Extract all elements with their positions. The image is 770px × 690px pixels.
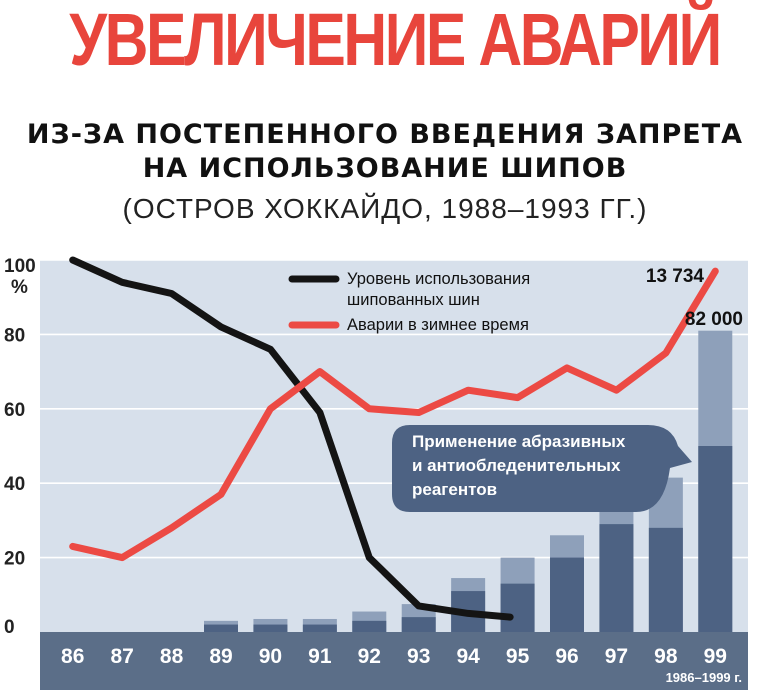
callout-line-3: реагентов — [412, 480, 497, 499]
chart-subtitle-line-1: ИЗ-ЗА ПОСТЕПЕННОГО ВВЕДЕНИЯ ЗАПРЕТА — [26, 119, 744, 150]
x-tick-label: 90 — [259, 645, 282, 668]
y-axis-unit: % — [11, 277, 28, 298]
y-tick-label: 80 — [4, 325, 25, 346]
x-tick-label: 86 — [61, 645, 84, 668]
bar-dark-90 — [253, 624, 288, 632]
x-tick-label: 94 — [456, 645, 480, 668]
x-tick-label: 92 — [358, 645, 381, 668]
y-tick-label: 20 — [4, 549, 25, 570]
chart-subtitle-line-3: (ОСТРОВ ХОККАЙДО, 1988–1993 ГГ.) — [122, 193, 648, 224]
callout-reagents: Применение абразивных и антиобледенитель… — [392, 425, 692, 512]
x-tick-label: 99 — [704, 645, 727, 668]
bar-dark-97 — [599, 524, 634, 632]
x-tick-label: 96 — [555, 645, 578, 668]
data-label-accidents-99: 13 734 — [646, 266, 705, 287]
x-tick-label: 97 — [605, 645, 628, 668]
x-tick-label: 87 — [110, 645, 133, 668]
x-tick-label: 88 — [160, 645, 184, 668]
legend-label-studded-line-1: Уровень использования — [347, 270, 530, 288]
legend-label-accidents: Аварии в зимнее время — [347, 316, 529, 334]
callout-line-1: Применение абразивных — [412, 432, 626, 451]
x-axis-band — [40, 632, 748, 690]
bar-dark-92 — [352, 620, 387, 632]
legend: Уровень использования шипованных шин Ава… — [288, 270, 530, 334]
line-studded-tires — [69, 256, 514, 621]
bar-dark-99 — [698, 446, 733, 632]
line-winter-accidents — [69, 267, 719, 562]
callout-line-2: и антиобледенительных — [412, 456, 621, 475]
x-tick-label: 98 — [654, 645, 678, 668]
x-tick-label: 93 — [407, 645, 430, 668]
bar-dark-93 — [401, 617, 436, 632]
x-tick-label: 89 — [209, 645, 232, 668]
y-tick-label: 100 — [4, 256, 36, 277]
bar-dark-98 — [648, 527, 683, 632]
y-tick-label: 60 — [4, 400, 25, 421]
legend-label-studded-line-2: шипованных шин — [347, 291, 480, 309]
x-tick-label: 95 — [506, 645, 530, 668]
data-label-bar-99: 82 000 — [685, 309, 743, 330]
x-tick-label: 91 — [308, 645, 332, 668]
bar-dark-89 — [204, 624, 238, 632]
callout-bubble — [392, 425, 692, 512]
chart-subtitle-line-2: НА ИСПОЛЬЗОВАНИЕ ШИПОВ — [142, 153, 628, 184]
bar-dark-96 — [550, 557, 584, 632]
x-axis-note: 1986–1999 г. — [666, 670, 742, 685]
chart-title: УВЕЛИЧЕНИЕ АВАРИЙ — [69, 0, 722, 81]
y-axis: 0 20 40 60 80 100 — [4, 256, 36, 638]
bar-dark-95 — [500, 583, 535, 632]
y-tick-label: 40 — [4, 474, 25, 495]
bar-dark-91 — [302, 624, 337, 632]
y-tick-label: 0 — [4, 617, 15, 638]
x-axis: 86 87 88 89 90 91 92 93 94 95 96 97 98 99 — [61, 645, 727, 668]
